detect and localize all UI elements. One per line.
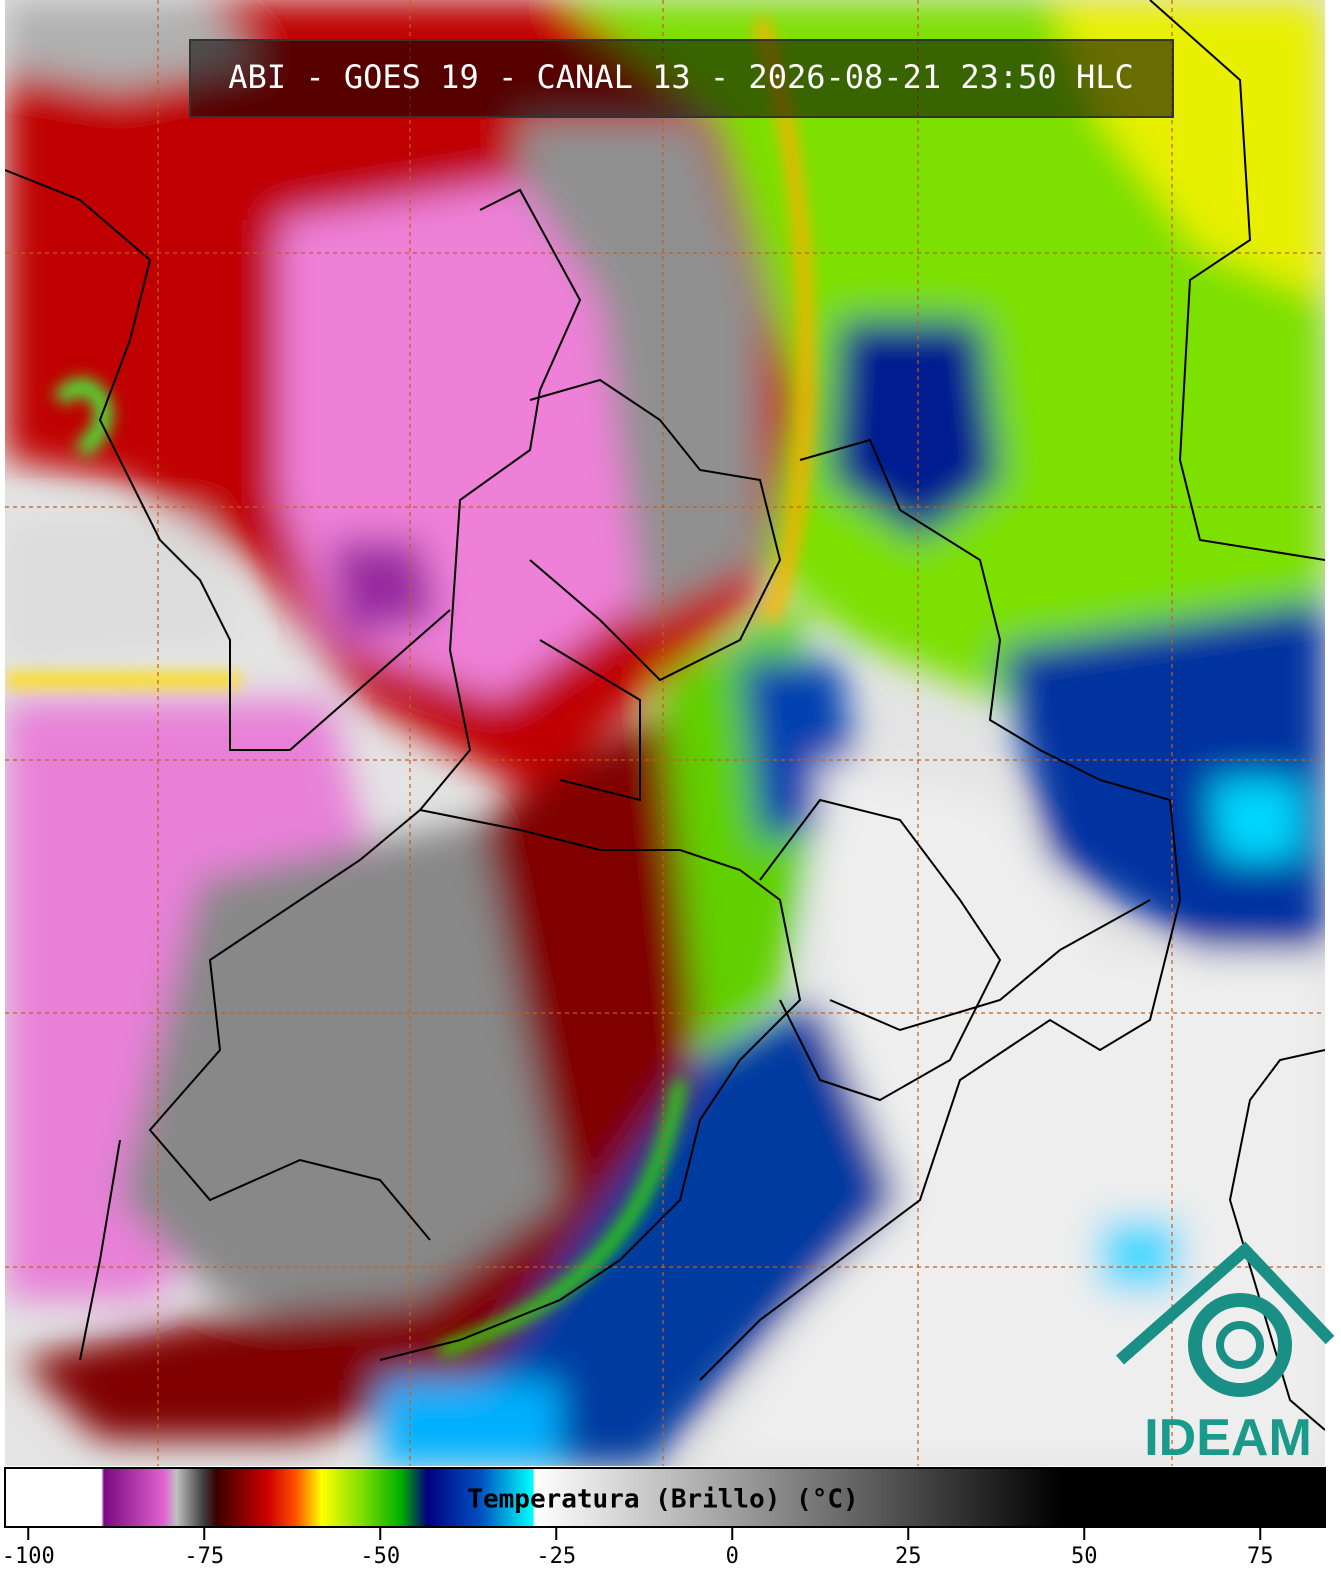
tick-label: 0 [726, 1544, 739, 1569]
title-box [189, 39, 1174, 118]
tick-label: -25 [536, 1544, 576, 1569]
tick-label: -75 [184, 1544, 224, 1569]
tick-label: 50 [1071, 1544, 1098, 1569]
title: ABI - GOES 19 - CANAL 13 - 2026-08-21 23… [228, 58, 1133, 96]
logo-text: IDEAM [1144, 1409, 1312, 1467]
imagery [5, 0, 1325, 1466]
logo: IDEAM [1116, 1241, 1335, 1467]
tick-label: 75 [1247, 1544, 1274, 1569]
boundaries [5, 0, 1325, 1431]
tick-label: -50 [360, 1544, 400, 1569]
colorbar: Temperatura (Brillo) (°C) -100 -75 -50 -25 0… [2, 1467, 1326, 1569]
colorbar-ramp [4, 1467, 1326, 1528]
tick-label: -100 [2, 1544, 55, 1569]
tick-label: 25 [895, 1544, 922, 1569]
colorbar-label: Temperatura (Brillo) (°C) [467, 1485, 858, 1515]
